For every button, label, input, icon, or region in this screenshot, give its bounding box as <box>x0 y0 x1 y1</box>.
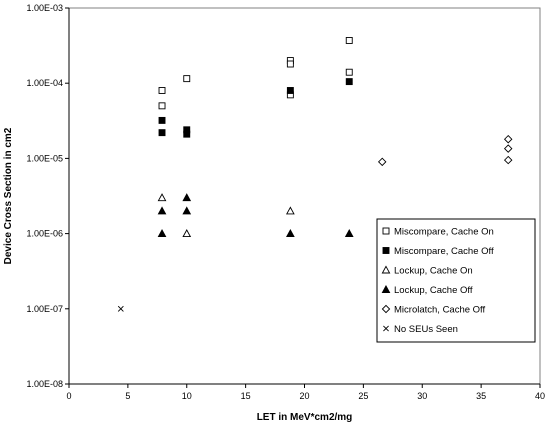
y-tick-label: 1.00E-05 <box>26 153 63 163</box>
legend-marker <box>381 265 391 274</box>
data-point <box>503 144 513 153</box>
series-square-open <box>158 37 353 110</box>
data-point <box>157 206 167 215</box>
series-x <box>117 305 124 312</box>
x-tick-label: 10 <box>182 391 192 401</box>
x-tick-label: 30 <box>417 391 427 401</box>
y-tick-label: 1.00E-06 <box>26 229 63 239</box>
data-point <box>286 229 295 238</box>
data-point <box>286 87 294 94</box>
data-point <box>158 129 166 137</box>
legend-label: Lockup, Cache Off <box>394 285 473 296</box>
x-tick-label: 0 <box>66 391 71 401</box>
data-point <box>286 60 294 68</box>
x-tick-label: 25 <box>358 391 368 401</box>
series-triangle-filled <box>157 193 354 238</box>
data-point <box>503 134 513 144</box>
legend-item: Miscompare, Cache On <box>382 227 494 238</box>
legend-label: Miscompare, Cache On <box>394 227 494 238</box>
legend-marker <box>382 247 390 254</box>
legend-item: Lockup, Cache Off <box>381 284 473 296</box>
data-point <box>345 68 353 76</box>
data-point <box>182 193 192 202</box>
data-point <box>183 130 191 138</box>
y-tick-label: 1.00E-08 <box>26 379 63 389</box>
x-tick-label: 20 <box>299 391 309 401</box>
legend-marker <box>383 325 389 332</box>
y-axis-title: Device Cross Section in cm2 <box>3 127 14 264</box>
y-tick-label: 1.00E-03 <box>26 3 63 13</box>
tick-labels: 1.00E-08 1.00E-07 1.00E-06 1.00E-05 1.00E-04… <box>26 3 545 401</box>
data-points <box>117 37 513 312</box>
legend-marker <box>382 227 390 235</box>
data-point <box>158 87 166 94</box>
legend-label: Lockup, Cache On <box>394 266 473 277</box>
legend-marker <box>381 304 391 314</box>
legend: Miscompare, Cache On Miscompare, Cache Of… <box>376 218 536 343</box>
legend-item: Miscompare, Cache Off <box>382 246 494 257</box>
series-diamond-open <box>377 134 513 167</box>
y-tick-label: 1.00E-07 <box>26 304 63 314</box>
data-point <box>117 305 124 312</box>
legend-label: Miscompare, Cache Off <box>394 246 494 257</box>
legend-item: No SEUs Seen <box>383 324 458 335</box>
series-triangle-open <box>157 193 295 238</box>
data-point <box>345 37 353 44</box>
legend-box <box>376 218 536 343</box>
x-tick-label: 35 <box>476 391 486 401</box>
series-square-filled <box>158 78 353 138</box>
data-point <box>157 229 167 238</box>
data-point <box>183 75 191 83</box>
legend-label: Microlatch, Cache Off <box>394 305 486 316</box>
data-point <box>182 206 192 215</box>
x-axis-title: LET in MeV*cm2/mg <box>257 412 353 423</box>
data-point <box>158 116 166 124</box>
x-tick-label: 40 <box>535 391 545 401</box>
legend-item: Microlatch, Cache Off <box>381 304 486 316</box>
data-point <box>286 206 295 215</box>
data-point <box>377 157 387 167</box>
data-point <box>158 102 166 110</box>
data-point <box>157 193 167 202</box>
legend-label: No SEUs Seen <box>394 324 458 335</box>
data-point <box>344 229 354 238</box>
y-tick-label: 1.00E-04 <box>26 78 63 88</box>
data-point <box>503 155 513 165</box>
legend-marker <box>381 284 391 293</box>
data-point <box>182 229 192 238</box>
legend-item: Lockup, Cache On <box>381 265 473 277</box>
x-tick-label: 15 <box>241 391 251 401</box>
data-point <box>345 78 353 86</box>
x-tick-label: 5 <box>125 391 130 401</box>
